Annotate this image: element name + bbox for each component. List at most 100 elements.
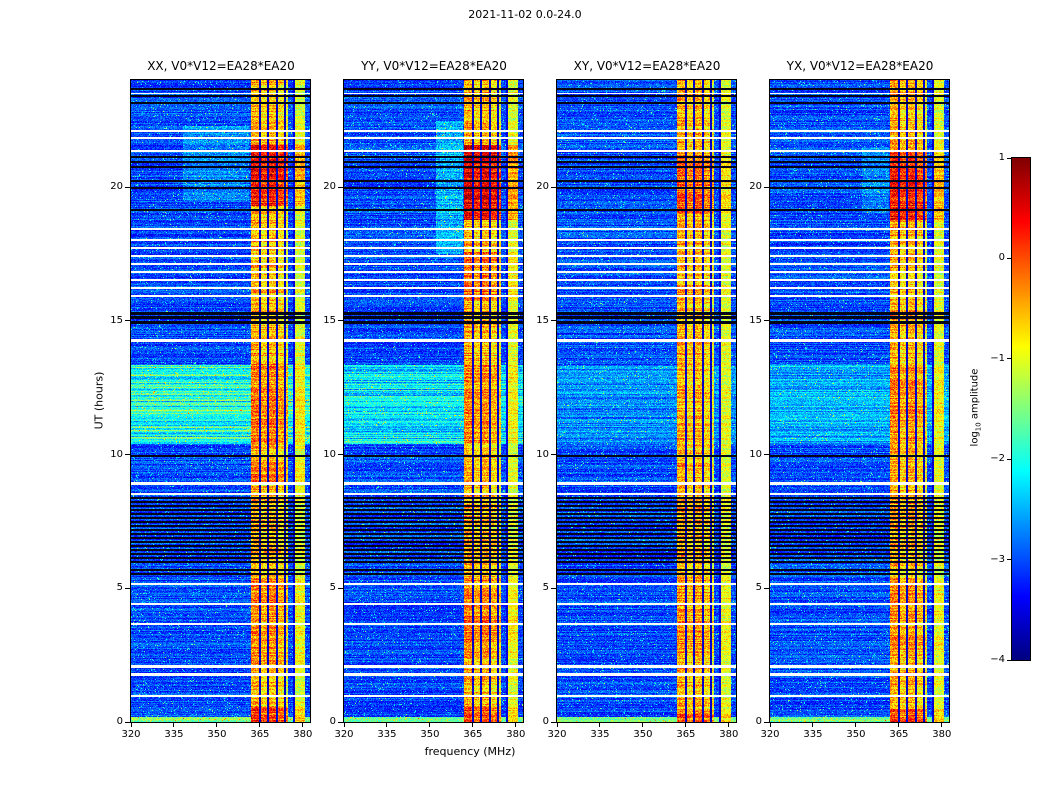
colorbar-label-sub: 10 <box>974 422 983 432</box>
x-tick-label: 320 <box>760 729 780 740</box>
x-tick-mark <box>855 723 857 727</box>
y-tick-label: 20 <box>323 181 336 192</box>
panel-title-xy: XY, V0*V12=EA28*EA20 <box>573 59 721 73</box>
y-tick-label: 15 <box>323 314 336 326</box>
x-tick-label: 350 <box>846 729 866 740</box>
y-tick-mark <box>764 721 769 723</box>
y-tick-label: 20 <box>536 181 549 192</box>
x-tick-label: 365 <box>676 729 696 740</box>
y-tick-label: 5 <box>116 582 123 594</box>
colorbar-canvas <box>1011 157 1031 661</box>
colorbar-tick-mark <box>1007 358 1012 360</box>
spectrogram-panel-xx <box>130 79 311 723</box>
x-tick-mark <box>599 723 601 727</box>
x-tick-label: 350 <box>207 729 227 740</box>
x-tick-mark <box>472 723 474 727</box>
y-tick-mark <box>338 454 343 455</box>
y-tick-mark <box>125 721 130 723</box>
y-tick-mark <box>125 454 130 455</box>
x-tick-mark <box>259 723 261 727</box>
y-tick-mark <box>551 320 556 322</box>
x-tick-mark <box>812 723 814 727</box>
panel-title-xx: XX, V0*V12=EA28*EA20 <box>147 59 295 73</box>
x-tick-mark <box>898 723 900 727</box>
x-tick-label: 320 <box>121 729 141 740</box>
x-tick-label: 350 <box>420 729 440 740</box>
x-tick-mark <box>386 723 388 727</box>
colorbar-tick-label: −2 <box>990 453 1005 465</box>
y-tick-label: 10 <box>110 448 123 460</box>
y-tick-label: 20 <box>749 181 762 192</box>
y-tick-label: 5 <box>329 582 336 594</box>
x-tick-mark <box>429 723 431 727</box>
x-tick-mark <box>173 723 175 727</box>
x-tick-label: 365 <box>463 729 483 740</box>
x-tick-label: 320 <box>547 729 567 740</box>
x-tick-mark <box>130 723 132 727</box>
panel-title-yy: YY, V0*V12=EA28*EA20 <box>361 59 507 73</box>
x-tick-label: 380 <box>932 729 952 740</box>
y-tick-mark <box>764 454 769 455</box>
colorbar-label-pre: log <box>969 431 981 447</box>
colorbar-tick-label: −1 <box>990 352 1005 364</box>
y-tick-label: 20 <box>110 181 123 192</box>
y-tick-mark <box>764 186 769 188</box>
y-tick-label: 15 <box>749 314 762 326</box>
y-tick-label: 0 <box>755 716 762 727</box>
y-tick-mark <box>551 454 556 455</box>
x-tick-label: 320 <box>334 729 354 740</box>
y-tick-label: 15 <box>110 314 123 326</box>
x-tick-mark <box>216 723 218 727</box>
spectrogram-panel-yy <box>343 79 524 723</box>
y-tick-mark <box>551 721 556 723</box>
y-tick-label: 0 <box>542 716 549 727</box>
x-tick-label: 365 <box>889 729 909 740</box>
x-tick-label: 335 <box>803 729 823 740</box>
x-tick-mark <box>515 723 517 727</box>
y-axis-label: UT (hours) <box>92 371 106 430</box>
colorbar-tick-mark <box>1007 157 1012 159</box>
colorbar-tick-mark <box>1007 559 1012 561</box>
x-tick-mark <box>728 723 730 727</box>
colorbar-tick-mark <box>1007 257 1012 259</box>
colorbar-label-post: amplitude <box>969 368 981 423</box>
y-tick-label: 0 <box>116 716 123 727</box>
y-tick-mark <box>125 186 130 188</box>
x-tick-mark <box>941 723 943 727</box>
y-tick-label: 10 <box>323 448 336 460</box>
y-tick-mark <box>551 186 556 188</box>
colorbar-tick-label: −3 <box>990 553 1005 565</box>
colorbar-tick-mark <box>1007 458 1012 460</box>
colorbar-tick-mark <box>1007 659 1012 661</box>
y-tick-mark <box>764 587 769 589</box>
y-tick-mark <box>764 320 769 322</box>
y-tick-label: 10 <box>536 448 549 460</box>
x-tick-label: 365 <box>250 729 270 740</box>
x-tick-label: 335 <box>590 729 610 740</box>
spectrogram-panel-yx <box>769 79 950 723</box>
x-tick-label: 335 <box>377 729 397 740</box>
x-tick-mark <box>302 723 304 727</box>
x-tick-label: 380 <box>506 729 526 740</box>
y-tick-label: 5 <box>755 582 762 594</box>
x-tick-mark <box>556 723 558 727</box>
y-tick-label: 5 <box>542 582 549 594</box>
colorbar-tick-label: 1 <box>998 152 1005 163</box>
panel-title-yx: YX, V0*V12=EA28*EA20 <box>786 59 934 73</box>
x-tick-mark <box>769 723 771 727</box>
y-tick-mark <box>125 320 130 322</box>
y-tick-mark <box>338 186 343 188</box>
colorbar-tick-label: 0 <box>998 252 1005 264</box>
x-tick-mark <box>343 723 345 727</box>
x-tick-label: 350 <box>633 729 653 740</box>
x-tick-mark <box>685 723 687 727</box>
x-tick-label: 335 <box>164 729 184 740</box>
figure-suptitle: 2021-11-02 0.0-24.0 <box>468 8 582 21</box>
colorbar-tick-label: −4 <box>990 654 1005 665</box>
x-tick-label: 380 <box>293 729 313 740</box>
y-tick-label: 15 <box>536 314 549 326</box>
y-tick-mark <box>338 320 343 322</box>
y-tick-mark <box>338 587 343 589</box>
x-tick-mark <box>642 723 644 727</box>
